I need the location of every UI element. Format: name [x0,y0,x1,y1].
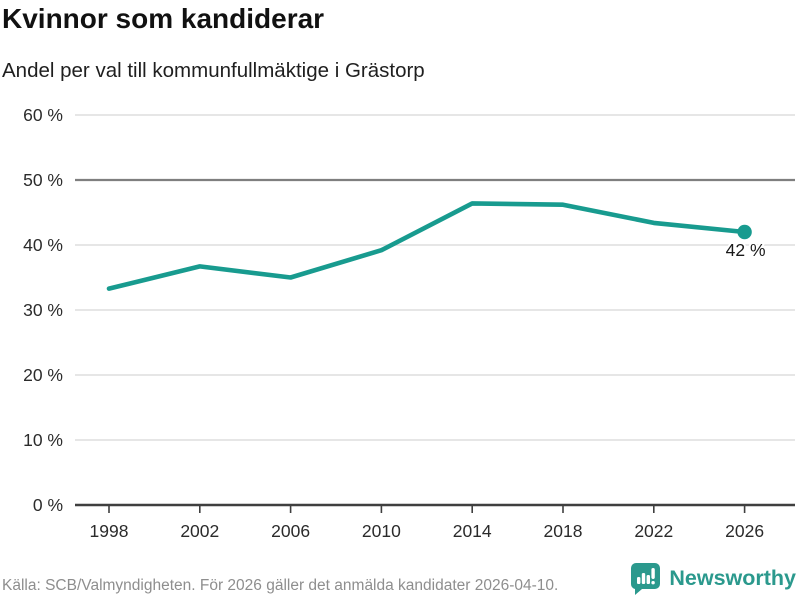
chart-subtitle: Andel per val till kommunfullmäktige i G… [2,59,425,82]
chart-title: Kvinnor som kandiderar [2,3,325,34]
y-tick-label: 30 % [23,300,63,320]
newsworthy-logo: Newsworthy [630,562,796,595]
x-tick-label: 2014 [453,521,492,541]
y-tick-label: 50 % [23,170,63,190]
bar-1 [637,577,641,584]
source-note: Källa: SCB/Valmyndigheten. För 2026 gäll… [2,577,559,594]
y-tick-label: 0 % [33,495,63,515]
bar-3 [646,575,651,584]
y-tick-label: 10 % [23,430,63,450]
speech-bubble-shape [631,563,661,595]
x-tick-label: 2010 [362,521,401,541]
brand-name: Newsworthy [669,566,796,590]
data-line [106,201,747,291]
y-tick-label: 20 % [23,365,63,385]
end-point-marker [737,224,752,240]
newsworthy-icon [631,563,661,595]
exclamation-bar [651,568,656,579]
x-tick-label: 2018 [544,521,583,541]
x-tick-label: 2022 [634,521,673,541]
y-tick-label: 60 % [23,105,63,125]
x-tick-label: 2002 [180,521,219,541]
bar-2 [642,573,646,584]
y-tick-label: 40 % [23,235,63,255]
end-value-label: 42 % [726,240,766,260]
x-tick-label: 1998 [90,521,129,541]
x-tick-label: 2026 [725,521,764,541]
exclamation-dot [651,581,656,585]
x-tick-label: 2006 [271,521,310,541]
